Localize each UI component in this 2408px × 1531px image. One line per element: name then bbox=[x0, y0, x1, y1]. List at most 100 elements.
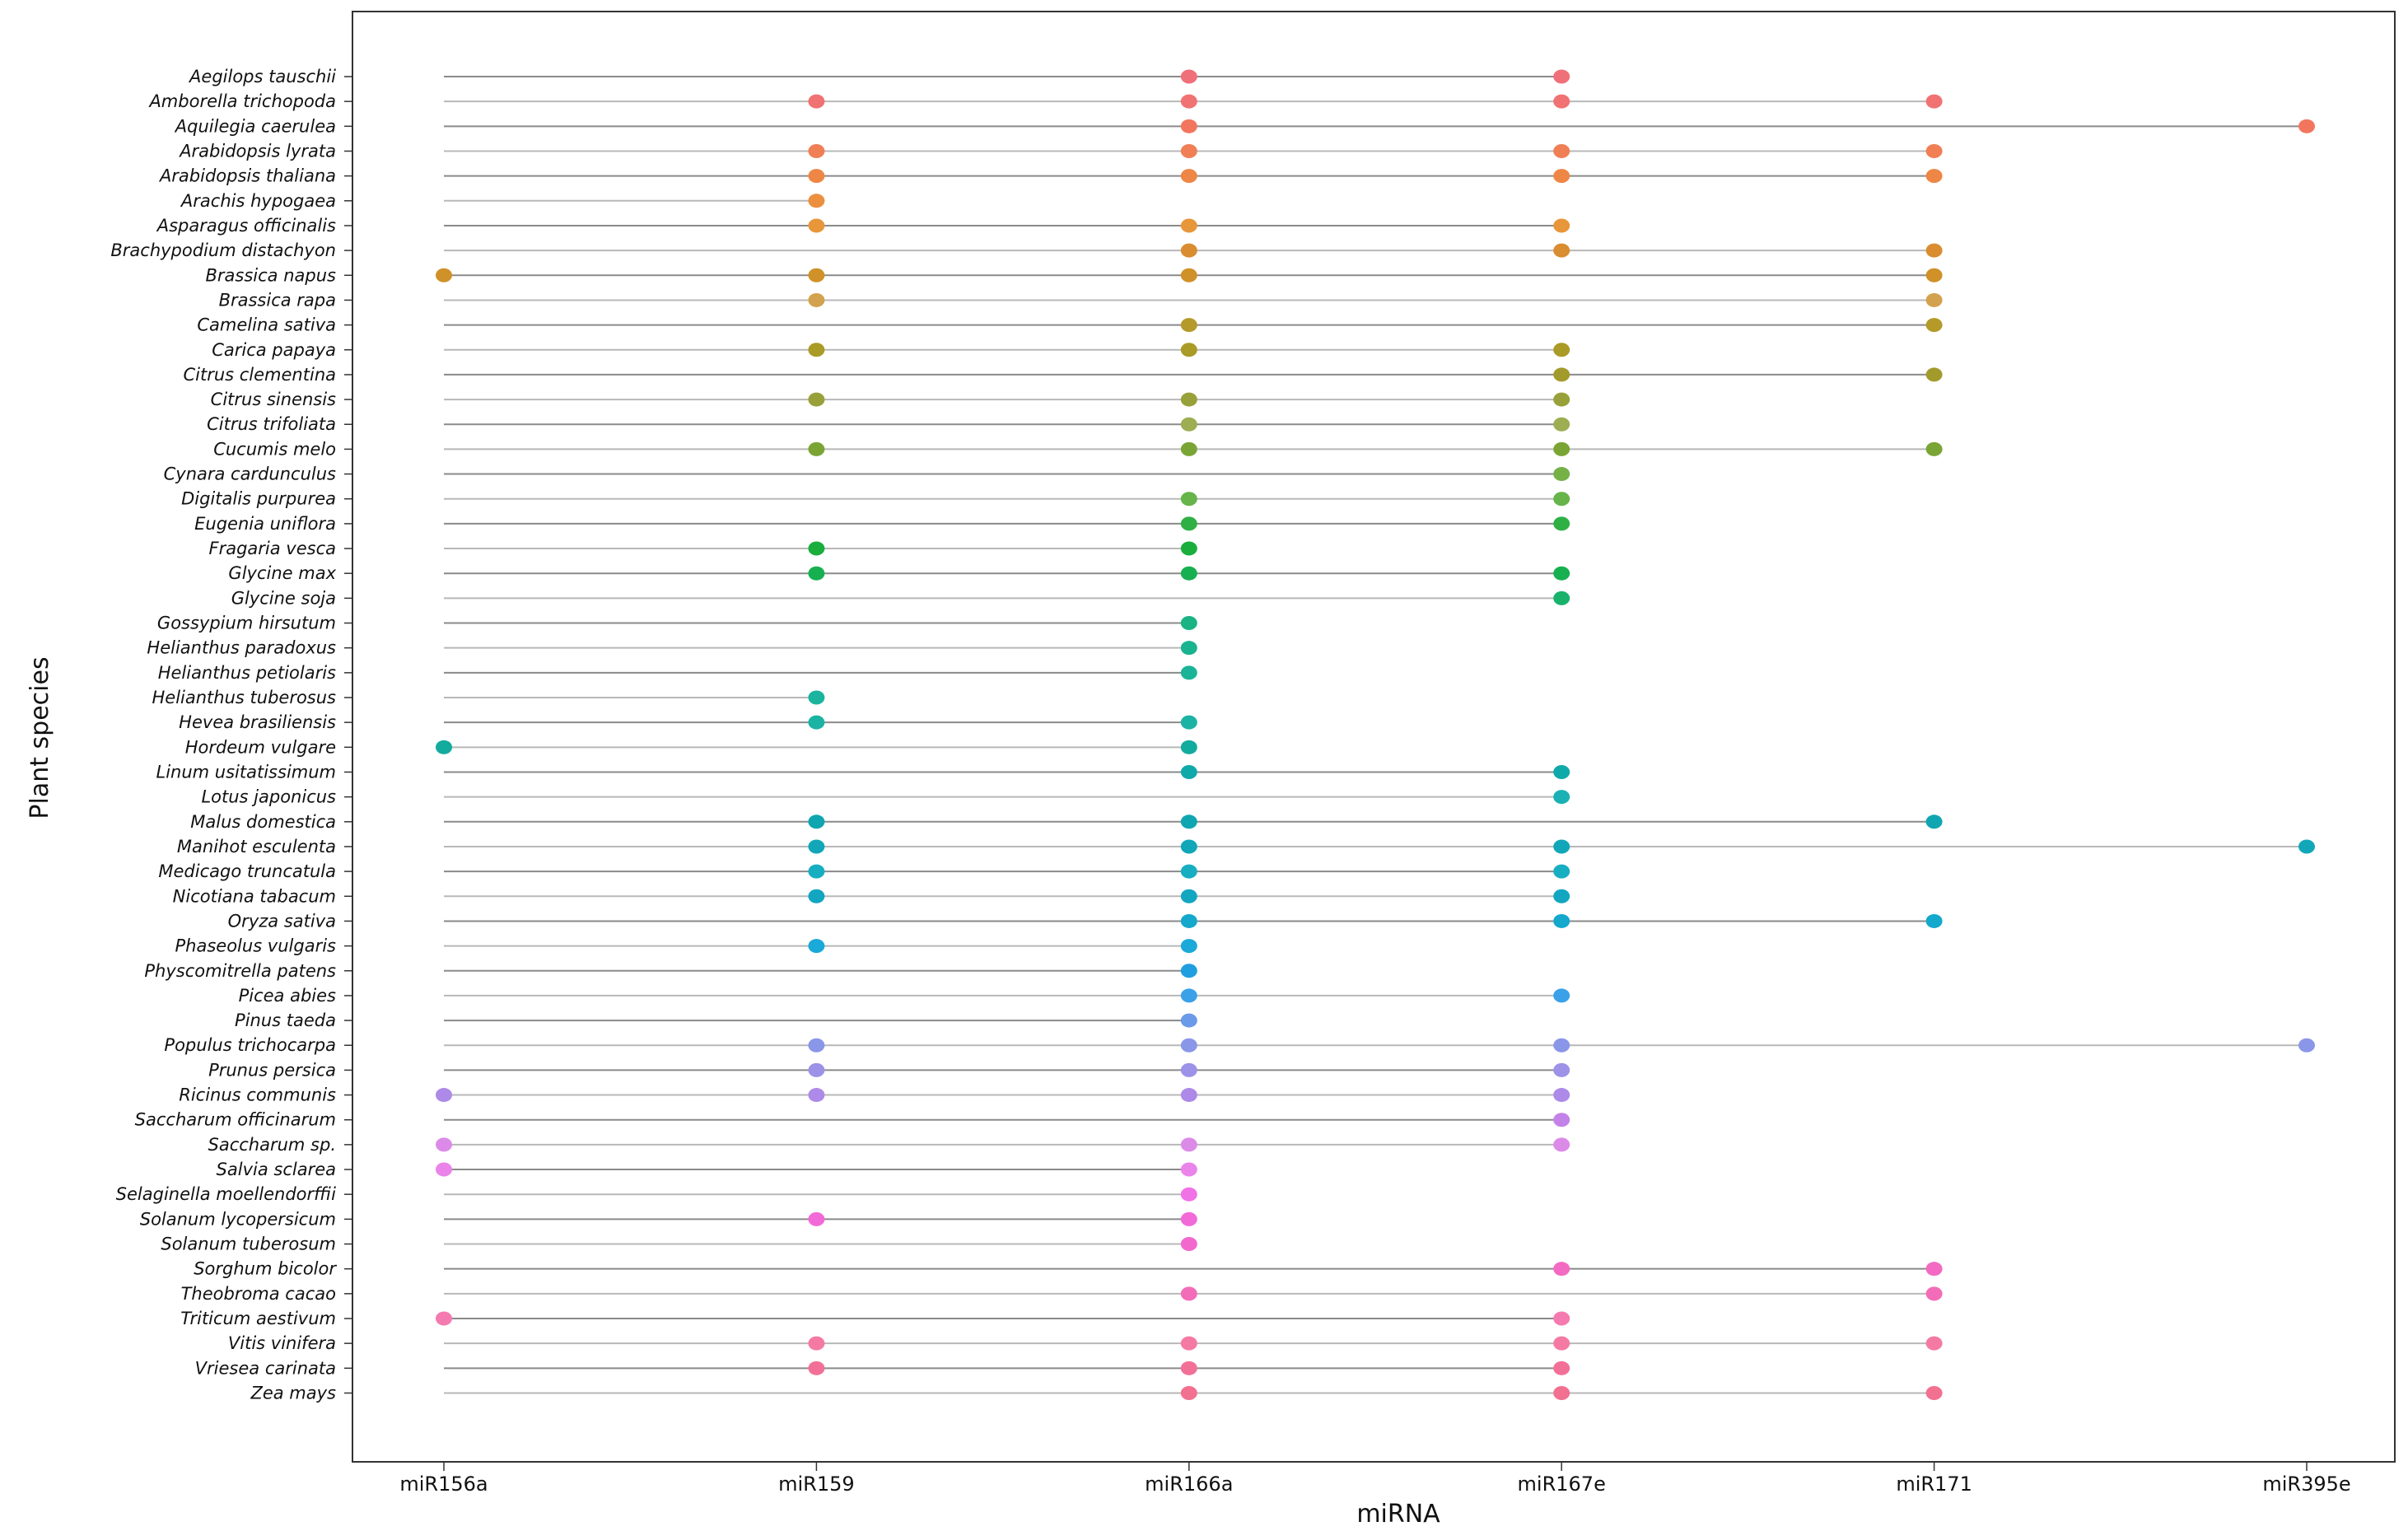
point-carica-papaya-mir167e bbox=[1553, 343, 1570, 357]
point-eugenia-uniflora-mir167e bbox=[1553, 516, 1570, 531]
y-axis-title: Plant species bbox=[26, 656, 54, 819]
point-vriesea-carinata-mir159 bbox=[808, 1361, 825, 1375]
point-helianthus-paradoxus-mir166a bbox=[1180, 641, 1197, 656]
point-populus-trichocarpa-mir159 bbox=[808, 1038, 825, 1053]
point-camelina-sativa-mir166a bbox=[1180, 318, 1197, 333]
point-arabidopsis-thaliana-mir166a bbox=[1180, 169, 1197, 184]
point-digitalis-purpurea-mir166a bbox=[1180, 492, 1197, 506]
y-tick-label-helianthus-tuberosus: Helianthus tuberosus bbox=[152, 688, 337, 707]
point-cucumis-melo-mir167e bbox=[1553, 441, 1570, 456]
y-tick-label-saccharum-officinarum: Saccharum officinarum bbox=[135, 1110, 336, 1130]
point-brassica-napus-mir171 bbox=[1925, 268, 1943, 282]
y-tick-label-oryza-sativa: Oryza sativa bbox=[228, 911, 336, 931]
point-nicotiana-tabacum-mir159 bbox=[808, 889, 825, 903]
point-linum-usitatissimum-mir167e bbox=[1553, 764, 1570, 779]
point-oryza-sativa-mir167e bbox=[1553, 913, 1570, 928]
point-theobroma-cacao-mir171 bbox=[1925, 1286, 1943, 1301]
y-tick-label-glycine-max: Glycine max bbox=[228, 563, 336, 583]
point-brassica-napus-mir166a bbox=[1180, 268, 1197, 282]
point-vitis-vinifera-mir159 bbox=[808, 1336, 825, 1351]
point-vitis-vinifera-mir167e bbox=[1553, 1336, 1570, 1351]
point-manihot-esculenta-mir159 bbox=[808, 839, 825, 854]
point-cucumis-melo-mir166a bbox=[1180, 441, 1197, 456]
point-aegilops-tauschii-mir167e bbox=[1553, 69, 1570, 84]
point-glycine-soja-mir167e bbox=[1553, 590, 1570, 605]
point-vriesea-carinata-mir167e bbox=[1553, 1361, 1570, 1375]
y-tick-label-brassica-rapa: Brassica rapa bbox=[219, 290, 336, 310]
point-solanum-lycopersicum-mir166a bbox=[1180, 1211, 1197, 1226]
point-arabidopsis-lyrata-mir171 bbox=[1925, 143, 1943, 158]
x-axis-title: miRNA bbox=[1356, 1500, 1440, 1529]
y-tick-label-glycine-soja: Glycine soja bbox=[231, 588, 336, 608]
point-ricinus-communis-mir166a bbox=[1180, 1088, 1197, 1103]
point-eugenia-uniflora-mir166a bbox=[1180, 516, 1197, 531]
point-medicago-truncatula-mir167e bbox=[1553, 864, 1570, 879]
point-fragaria-vesca-mir159 bbox=[808, 541, 825, 556]
point-oryza-sativa-mir171 bbox=[1925, 913, 1943, 928]
point-vitis-vinifera-mir166a bbox=[1180, 1336, 1197, 1351]
y-tick-label-brassica-napus: Brassica napus bbox=[206, 265, 337, 285]
point-salvia-sclarea-mir166a bbox=[1180, 1162, 1197, 1177]
point-triticum-aestivum-mir156a bbox=[436, 1311, 452, 1326]
y-tick-label-aegilops-tauschii: Aegilops tauschii bbox=[188, 67, 336, 86]
point-populus-trichocarpa-mir395e bbox=[2298, 1038, 2315, 1053]
point-sorghum-bicolor-mir167e bbox=[1553, 1262, 1570, 1277]
y-tick-label-cucumis-melo: Cucumis melo bbox=[213, 439, 336, 459]
y-tick-label-vitis-vinifera: Vitis vinifera bbox=[228, 1333, 336, 1353]
point-phaseolus-vulgaris-mir166a bbox=[1180, 939, 1197, 954]
point-linum-usitatissimum-mir166a bbox=[1180, 764, 1197, 779]
point-gossypium-hirsutum-mir166a bbox=[1180, 616, 1197, 631]
point-malus-domestica-mir166a bbox=[1180, 815, 1197, 829]
point-aegilops-tauschii-mir166a bbox=[1180, 69, 1197, 84]
x-tick-label-mir171: miR171 bbox=[1896, 1473, 1972, 1496]
point-manihot-esculenta-mir395e bbox=[2298, 839, 2315, 854]
point-saccharum-sp-mir167e bbox=[1553, 1137, 1570, 1152]
point-populus-trichocarpa-mir167e bbox=[1553, 1038, 1570, 1053]
point-arabidopsis-lyrata-mir166a bbox=[1180, 143, 1197, 158]
y-tick-label-helianthus-paradoxus: Helianthus paradoxus bbox=[147, 638, 336, 658]
y-tick-label-salvia-sclarea: Salvia sclarea bbox=[217, 1160, 336, 1179]
point-solanum-lycopersicum-mir159 bbox=[808, 1211, 825, 1226]
point-saccharum-sp-mir156a bbox=[436, 1137, 452, 1152]
point-arabidopsis-lyrata-mir167e bbox=[1553, 143, 1570, 158]
point-amborella-trichopoda-mir159 bbox=[808, 94, 825, 109]
y-tick-label-picea-abies: Picea abies bbox=[239, 986, 336, 1006]
point-ricinus-communis-mir156a bbox=[436, 1088, 452, 1103]
point-salvia-sclarea-mir156a bbox=[436, 1162, 452, 1177]
point-helianthus-petiolaris-mir166a bbox=[1180, 665, 1197, 680]
point-amborella-trichopoda-mir171 bbox=[1925, 94, 1943, 109]
y-tick-labels: Aegilops tauschii Amborella trichopoda Aqu… bbox=[110, 67, 352, 1403]
point-hordeum-vulgare-mir166a bbox=[1180, 740, 1197, 754]
point-hordeum-vulgare-mir156a bbox=[436, 740, 452, 754]
y-tick-label-zea-mays: Zea mays bbox=[250, 1383, 336, 1403]
point-glycine-max-mir166a bbox=[1180, 566, 1197, 581]
point-prunus-persica-mir167e bbox=[1553, 1062, 1570, 1077]
point-malus-domestica-mir171 bbox=[1925, 815, 1943, 829]
point-ricinus-communis-mir159 bbox=[808, 1088, 825, 1103]
y-tick-label-solanum-lycopersicum: Solanum lycopersicum bbox=[140, 1209, 336, 1229]
y-tick-label-pinus-taeda: Pinus taeda bbox=[235, 1011, 336, 1030]
point-saccharum-sp-mir166a bbox=[1180, 1137, 1197, 1152]
y-tick-label-helianthus-petiolaris: Helianthus petiolaris bbox=[158, 663, 336, 683]
y-tick-label-physcomitrella-patens: Physcomitrella patens bbox=[144, 961, 336, 981]
y-tick-label-ricinus-communis: Ricinus communis bbox=[179, 1085, 336, 1105]
point-citrus-trifoliata-mir167e bbox=[1553, 417, 1570, 432]
y-tick-label-cynara-cardunculus: Cynara cardunculus bbox=[164, 464, 336, 484]
point-glycine-max-mir167e bbox=[1553, 566, 1570, 581]
point-physcomitrella-patens-mir166a bbox=[1180, 964, 1197, 978]
point-brachypodium-distachyon-mir166a bbox=[1180, 243, 1197, 258]
point-brassica-rapa-mir171 bbox=[1925, 292, 1943, 307]
point-asparagus-officinalis-mir166a bbox=[1180, 218, 1197, 233]
y-tick-label-arabidopsis-lyrata: Arabidopsis lyrata bbox=[178, 141, 336, 161]
point-zea-mays-mir166a bbox=[1180, 1385, 1197, 1400]
y-tick-label-linum-usitatissimum: Linum usitatissimum bbox=[156, 762, 336, 782]
y-tick-label-solanum-tuberosum: Solanum tuberosum bbox=[161, 1235, 336, 1254]
point-prunus-persica-mir159 bbox=[808, 1062, 825, 1077]
point-glycine-max-mir159 bbox=[808, 566, 825, 581]
point-vitis-vinifera-mir171 bbox=[1925, 1336, 1943, 1351]
point-populus-trichocarpa-mir166a bbox=[1180, 1038, 1197, 1053]
point-citrus-clementina-mir171 bbox=[1925, 367, 1943, 382]
point-aquilegia-caerulea-mir166a bbox=[1180, 119, 1197, 133]
y-tick-label-prunus-persica: Prunus persica bbox=[208, 1060, 336, 1080]
